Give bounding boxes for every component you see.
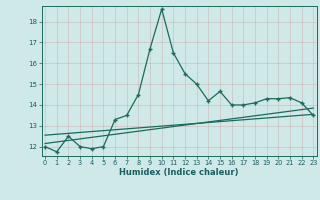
X-axis label: Humidex (Indice chaleur): Humidex (Indice chaleur) — [119, 168, 239, 177]
